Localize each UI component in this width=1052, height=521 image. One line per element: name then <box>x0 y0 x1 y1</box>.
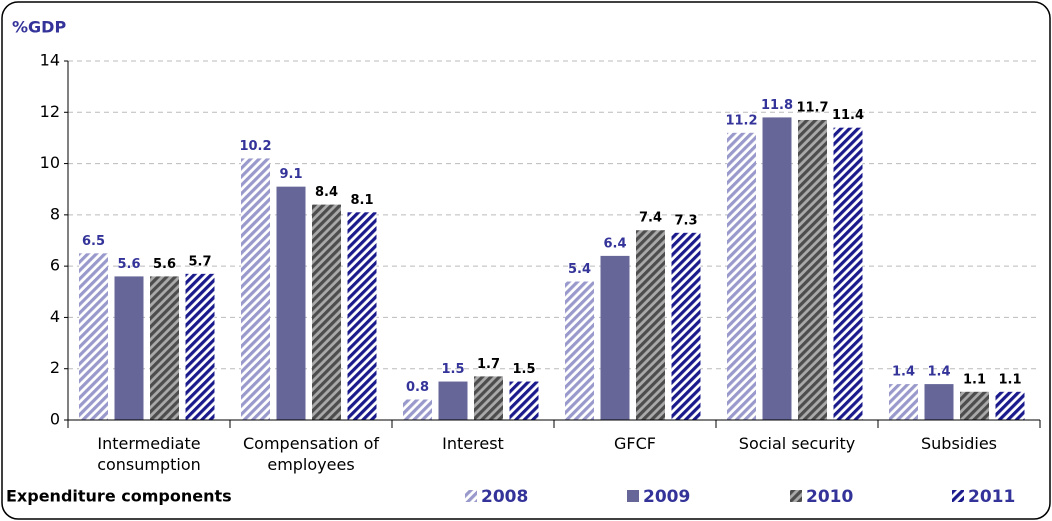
x-tick-label: Interest <box>442 434 504 453</box>
data-label: 5.6 <box>117 257 140 272</box>
data-label: 7.4 <box>639 211 662 226</box>
y-tick-label: 8 <box>50 204 60 223</box>
data-label: 8.4 <box>315 185 338 200</box>
data-label: 10.2 <box>239 139 271 154</box>
bar <box>798 119 827 420</box>
y-tick-label: 0 <box>50 410 60 429</box>
data-label: 11.7 <box>796 100 828 115</box>
data-label: 11.2 <box>725 113 757 128</box>
y-tick-label: 10 <box>40 153 60 172</box>
bar <box>150 276 179 420</box>
data-label: 1.5 <box>512 362 535 377</box>
y-tick-label: 12 <box>40 102 60 121</box>
bar <box>276 186 306 420</box>
bar <box>833 127 863 421</box>
bar <box>671 232 701 420</box>
data-label: 8.1 <box>350 193 373 208</box>
bar <box>636 230 665 420</box>
data-label: 0.8 <box>406 380 429 395</box>
bar <box>565 281 594 420</box>
data-label: 7.3 <box>674 213 697 228</box>
bar <box>185 273 215 420</box>
y-tick-label: 14 <box>40 51 60 70</box>
data-label: 1.4 <box>927 365 950 380</box>
bar <box>241 158 270 420</box>
x-tick-label: Social security <box>739 434 855 453</box>
bar <box>762 117 792 421</box>
y-tick-label: 4 <box>50 307 60 326</box>
data-label: 1.5 <box>441 362 464 377</box>
data-label: 1.1 <box>963 372 986 387</box>
legend-label: 2008 <box>481 487 528 507</box>
bar <box>312 204 341 420</box>
legend-label: 2011 <box>968 487 1015 507</box>
legend-swatch <box>627 490 639 502</box>
bar <box>727 132 756 421</box>
bar <box>347 212 377 420</box>
data-label: 6.4 <box>603 236 626 251</box>
data-label: 1.7 <box>477 357 500 372</box>
bar <box>600 255 630 420</box>
bar <box>995 391 1025 420</box>
data-label: 5.4 <box>568 262 591 277</box>
bar <box>924 384 954 420</box>
bar <box>79 253 108 420</box>
data-label: 1.4 <box>892 365 915 380</box>
bar <box>960 391 989 420</box>
x-tick-label: Subsidies <box>921 434 997 453</box>
data-label: 6.5 <box>82 234 105 249</box>
bar <box>509 381 539 420</box>
data-label: 11.4 <box>832 108 864 123</box>
bar <box>114 276 144 420</box>
legend-swatch <box>465 490 477 502</box>
bar <box>474 376 503 420</box>
x-axis-label: Expenditure components <box>6 487 232 506</box>
legend-label: 2010 <box>806 487 853 507</box>
bar <box>889 384 918 420</box>
bar <box>403 399 432 420</box>
bar <box>438 381 468 420</box>
y-axis-label: %GDP <box>12 18 66 37</box>
data-label: 11.8 <box>761 98 793 113</box>
legend-label: 2009 <box>643 487 690 507</box>
legend-swatch <box>790 490 802 502</box>
y-tick-label: 6 <box>50 256 60 275</box>
x-tick-label: Compensation of employees <box>243 434 379 474</box>
x-tick-label: GFCF <box>614 434 656 453</box>
data-label: 9.1 <box>279 167 302 182</box>
legend-swatch <box>952 490 964 502</box>
y-tick-label: 2 <box>50 358 60 377</box>
data-label: 5.7 <box>188 254 211 269</box>
x-tick-label: Intermediate consumption <box>97 434 201 474</box>
data-label: 1.1 <box>998 372 1021 387</box>
data-label: 5.6 <box>153 257 176 272</box>
